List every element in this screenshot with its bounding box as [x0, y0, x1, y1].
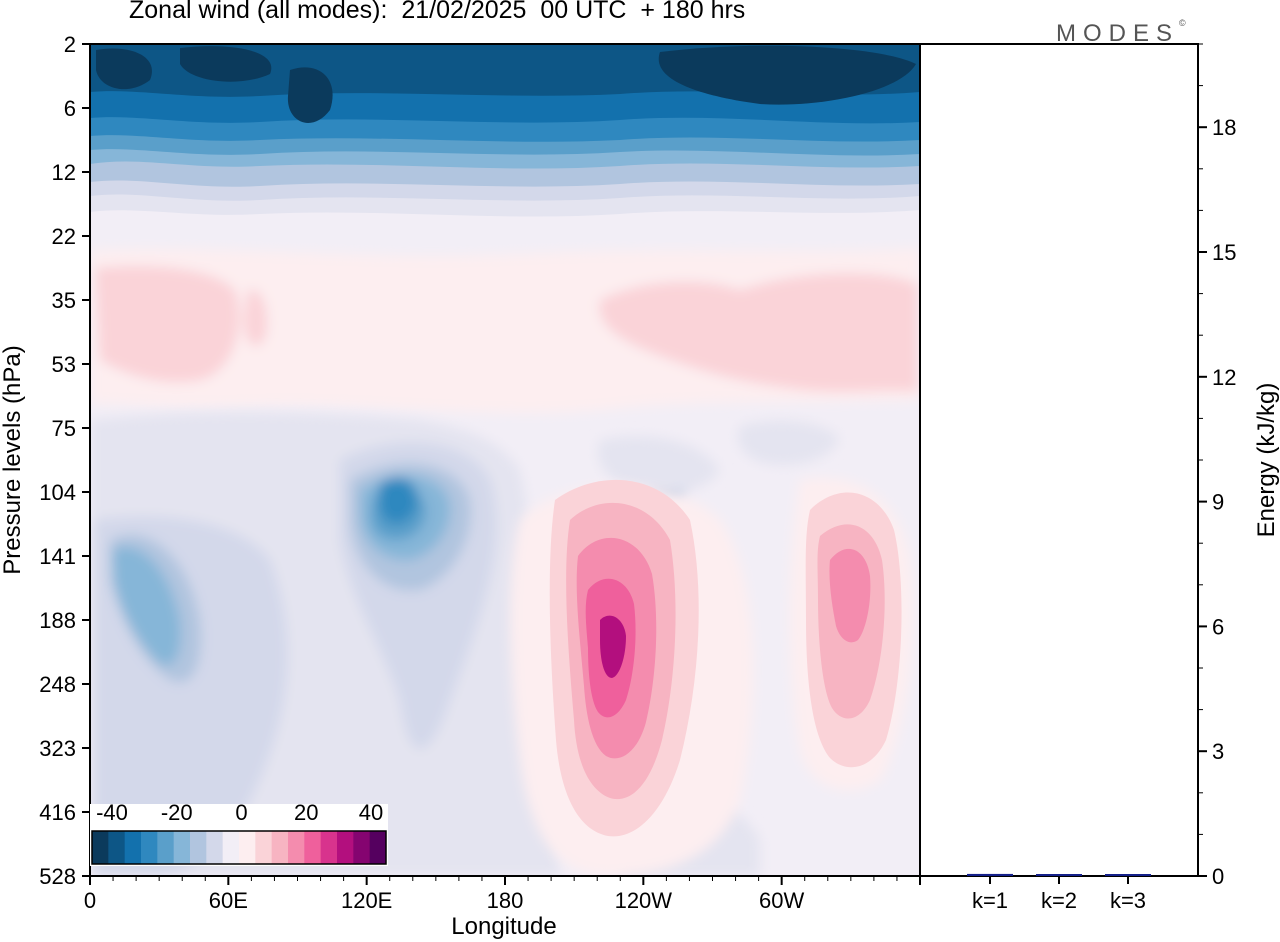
x-tick-label: 180 [487, 888, 524, 913]
energy-axis-label: Energy (kJ/kg) [1253, 383, 1280, 538]
colorbar-swatch [239, 831, 256, 864]
field-blob [287, 67, 333, 123]
colorbar: -40 -20 0 20 40 [90, 800, 388, 866]
field-blob [180, 46, 272, 82]
colorbar-swatch [337, 831, 354, 864]
y-tick-label: 416 [39, 800, 76, 825]
x-axis-label: Longitude [451, 913, 556, 940]
colorbar-swatch [157, 831, 175, 864]
energy-tick-label: 9 [1212, 490, 1224, 515]
y-axis-label: Pressure levels (hPa) [0, 345, 26, 574]
colorbar-swatch [288, 831, 305, 864]
y-tick-label: 22 [52, 224, 76, 249]
y-tick-label: 248 [39, 672, 76, 697]
y-tick-label: 12 [52, 160, 76, 185]
jet-core [600, 615, 626, 678]
colorbar-swatch [222, 831, 240, 864]
y-tick-label: 75 [52, 416, 76, 441]
y-tick-label: 528 [39, 864, 76, 889]
y-axis: 2 6 12 22 35 53 75 104 141 188 248 323 416 528 [39, 32, 90, 889]
energy-tick-label: 0 [1212, 864, 1224, 889]
x-tick-label: 120E [341, 888, 392, 913]
heatmap-field [90, 44, 920, 876]
energy-tick-label: 12 [1212, 365, 1236, 390]
field-blob [96, 48, 152, 90]
energy-axis: 0 3 6 9 12 15 18 [1198, 43, 1236, 889]
y-tick-label: 104 [39, 480, 76, 505]
k-label: k=1 [972, 888, 1008, 913]
brand-mark: © [1179, 18, 1186, 28]
energy-tick-label: 3 [1212, 739, 1224, 764]
colorbar-swatch [369, 831, 387, 864]
colorbar-swatch [304, 831, 322, 864]
colorbar-swatch [255, 831, 273, 864]
colorbar-swatch [108, 831, 126, 864]
energy-tick-label: 18 [1212, 115, 1236, 140]
x-tick-label: 120W [615, 888, 673, 913]
colorbar-swatch [141, 831, 158, 864]
y-tick-label: 323 [39, 736, 76, 761]
y-tick-label: 188 [39, 608, 76, 633]
colorbar-swatch [173, 831, 191, 864]
y-tick-label: 2 [64, 32, 76, 57]
k-label: k=2 [1041, 888, 1077, 913]
x-tick-label: 60E [209, 888, 248, 913]
y-tick-label: 53 [52, 352, 76, 377]
colorbar-swatch [92, 831, 109, 864]
colorbar-swatch [271, 831, 289, 864]
colorbar-swatch [353, 831, 371, 864]
brand-text: MODES [1056, 20, 1180, 47]
energy-bar [1036, 874, 1082, 876]
colorbar-swatch [190, 831, 207, 864]
energy-bars: k=1 k=2 k=3 [967, 873, 1151, 913]
k-label: k=3 [1110, 888, 1146, 913]
energy-bar [1105, 874, 1151, 876]
y-tick-label: 35 [52, 288, 76, 313]
energy-panel-frame [919, 43, 1199, 877]
field-blob [658, 45, 916, 105]
colorbar-frame [91, 830, 387, 865]
x-axis: 0 60E 120E 180 120W 60W [84, 876, 921, 913]
energy-bar [967, 873, 1013, 876]
colorbar-swatch [320, 831, 338, 864]
colorbar-tick-label: -20 [161, 800, 193, 825]
colorbar-tick-label: 0 [235, 800, 247, 825]
colorbar-swatch [124, 831, 142, 864]
colorbar-swatch [206, 831, 224, 864]
jet-contour [829, 548, 871, 643]
x-tick-label: 60W [759, 888, 804, 913]
chart-title: Zonal wind (all modes): 21/02/2025 00 UT… [129, 0, 746, 24]
colorbar-tick-label: -40 [96, 800, 128, 825]
modes-logo: MODES© [1056, 18, 1186, 48]
y-tick-label: 141 [39, 544, 76, 569]
x-tick-label: 0 [84, 888, 96, 913]
energy-tick-label: 6 [1212, 614, 1224, 639]
colorbar-tick-label: 20 [294, 800, 318, 825]
colorbar-tick-label: 40 [359, 800, 383, 825]
y-tick-label: 6 [64, 96, 76, 121]
energy-tick-label: 15 [1212, 240, 1236, 265]
